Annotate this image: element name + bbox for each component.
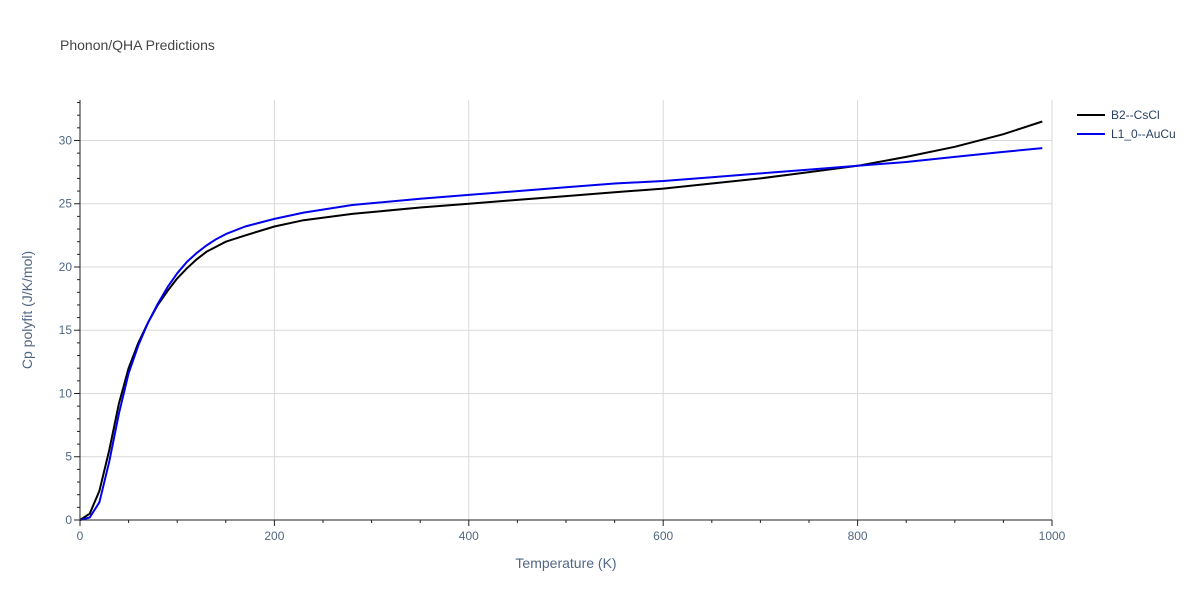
y-tick-label: 15 <box>59 323 73 337</box>
y-tick-label: 30 <box>59 133 73 147</box>
axes-layer: 0 200 400 600 800 1000 0 5 10 15 20 25 30 <box>59 100 1066 543</box>
legend-item[interactable]: B2--CsCl <box>1077 108 1160 122</box>
x-tick-label: 400 <box>459 529 479 543</box>
series-line-l1-0-aucu[interactable] <box>79 147 1043 521</box>
chart-title: Phonon/QHA Predictions <box>60 37 215 53</box>
legend-item[interactable]: L1_0--AuCu <box>1077 127 1176 141</box>
series-line-b2-cscl[interactable] <box>79 120 1043 521</box>
y-tick-label: 10 <box>59 386 73 400</box>
grid-layer <box>80 100 1053 520</box>
legend-label: L1_0--AuCu <box>1111 127 1176 141</box>
series-layer <box>79 120 1043 521</box>
y-tick-label: 25 <box>59 197 73 211</box>
y-tick-label: 20 <box>59 260 73 274</box>
x-axis-title: Temperature (K) <box>515 555 616 571</box>
x-tick-label: 200 <box>264 529 284 543</box>
legend[interactable]: B2--CsCl L1_0--AuCu <box>1077 108 1176 141</box>
x-tick-label: 1000 <box>1039 529 1066 543</box>
x-tick-label: 0 <box>77 529 84 543</box>
y-tick-label: 5 <box>65 450 72 464</box>
x-tick-label: 800 <box>848 529 868 543</box>
y-tick-label: 0 <box>65 513 72 527</box>
y-axis-title: Cp polyfit (J/K/mol) <box>19 251 35 369</box>
x-tick-label: 600 <box>653 529 673 543</box>
legend-label: B2--CsCl <box>1111 108 1160 122</box>
